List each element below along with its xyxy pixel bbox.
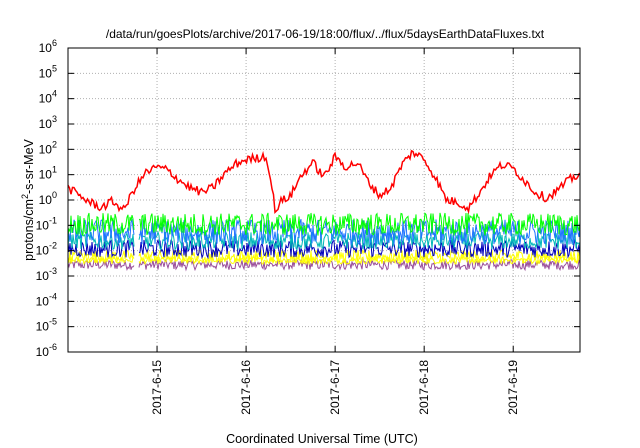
x-tick-label: 2017-6-18 [417,360,431,415]
y-tick-labels: 10-610-510-410-310-210-11001011021031041… [36,38,57,359]
y-tick-base: 10 [36,294,50,308]
y-tick-exponent: 0 [52,190,57,200]
x-tick-label: 2017-6-17 [328,360,342,415]
y-tick-base: 10 [36,218,50,232]
series-line-main [67,149,581,215]
x-tick-label: 2017-6-19 [506,360,520,415]
y-tick-exponent: 2 [52,139,57,149]
y-tick-exponent: 5 [52,63,57,73]
grid-lines [68,48,580,352]
y-tick-label: 104 [39,89,57,106]
y-tick-exponent: -6 [49,342,57,352]
x-tick-label: 2017-6-15 [150,360,164,415]
y-tick-base: 10 [39,142,53,156]
axis-ticks [68,47,580,353]
y-tick-label: 10-3 [36,266,57,283]
y-axis-label: protons/cm2-s-sr-MeV [20,138,36,260]
series-line [67,248,135,263]
y-tick-label: 10-4 [36,291,57,308]
y-tick-base: 10 [36,244,50,258]
series-line [138,257,581,272]
y-tick-label: 10-1 [36,215,57,232]
series-line [67,255,135,266]
series-line [138,254,581,266]
y-tick-base: 10 [39,66,53,80]
x-axis-label: Coordinated Universal Time (UTC) [226,432,418,446]
y-tick-base: 10 [36,269,50,283]
y-tick-exponent: -3 [49,266,57,276]
y-tick-label: 103 [39,114,57,131]
series-line [67,218,135,245]
y-tick-exponent: 3 [52,114,57,124]
y-tick-exponent: -4 [49,291,57,301]
x-tick-label: 2017-6-16 [239,360,253,415]
y-tick-exponent: 6 [52,38,57,48]
y-tick-exponent: 1 [52,165,57,175]
y-tick-base: 10 [39,168,53,182]
series-line [67,212,135,237]
y-tick-label: 10-2 [36,241,57,258]
y-tick-base: 10 [36,345,50,359]
y-tick-exponent: -2 [49,241,57,251]
y-tick-label: 102 [39,139,57,156]
y-tick-base: 10 [39,117,53,131]
y-tick-label: 105 [39,63,57,80]
y-tick-label: 100 [39,190,57,207]
y-tick-label: 10-6 [36,342,57,359]
y-axis-label-pre: protons/cm [22,199,36,261]
y-axis-label-post: -s-sr-MeV [22,138,36,194]
y-tick-exponent: -5 [49,317,57,327]
chart-title: /data/run/goesPlots/archive/2017-06-19/1… [106,27,545,41]
series-line [138,212,581,237]
x-tick-labels: 2017-6-15 2017-6-16 2017-6-17 2017-6-18 2017… [150,360,520,415]
series-line [67,239,135,258]
y-tick-base: 10 [39,193,53,207]
y-tick-label: 10-5 [36,317,57,334]
y-tick-base: 10 [39,92,53,106]
y-tick-base: 10 [36,320,50,334]
y-tick-exponent: -1 [49,215,57,225]
y-tick-label: 106 [39,38,57,55]
y-tick-exponent: 4 [52,89,57,99]
data-series [67,149,581,272]
series-line [67,231,135,251]
series-line [67,257,135,272]
y-tick-base: 10 [39,41,53,55]
y-axis-label-sup: 2 [20,194,30,199]
y-tick-label: 101 [39,165,57,182]
